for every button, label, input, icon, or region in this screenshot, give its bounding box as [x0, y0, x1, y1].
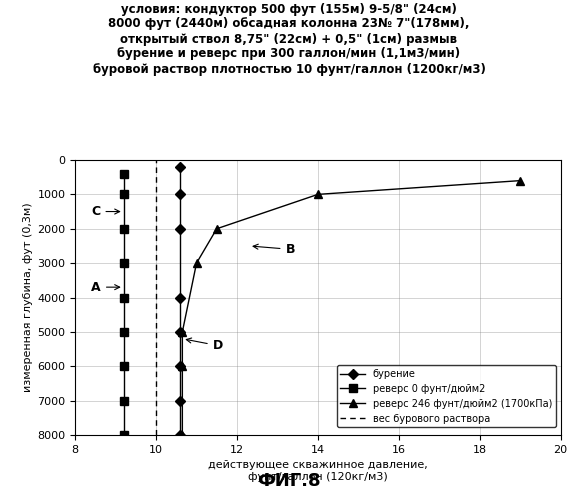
- X-axis label: действующее скважинное давление,
фунт/галлон (120кг/м3): действующее скважинное давление, фунт/га…: [208, 460, 428, 482]
- Text: B: B: [253, 243, 295, 256]
- Legend: бурение, реверс 0 фунт/дюйм2, реверс 246 фунт/дюйм2 (1700кПа), вес бурового раст: бурение, реверс 0 фунт/дюйм2, реверс 246…: [336, 365, 556, 428]
- Text: A: A: [91, 280, 120, 293]
- Y-axis label: измеренная глубина, фут (0,3м): измеренная глубина, фут (0,3м): [23, 202, 33, 392]
- Text: ФИГ.8: ФИГ.8: [257, 472, 321, 490]
- Text: C: C: [91, 205, 120, 218]
- Text: условия: кондуктор 500 фут (155м) 9-5/8" (24см)
8000 фут (2440м) обсадная колонн: условия: кондуктор 500 фут (155м) 9-5/8"…: [92, 2, 486, 76]
- Text: D: D: [186, 338, 223, 352]
